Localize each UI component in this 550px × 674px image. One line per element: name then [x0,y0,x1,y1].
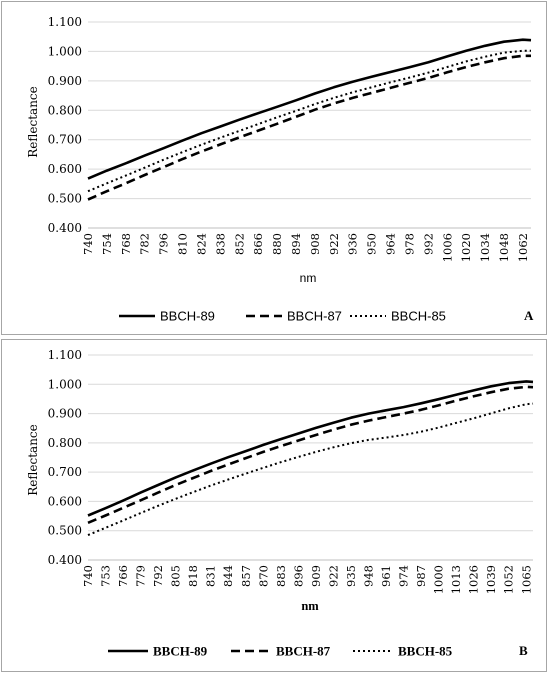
chart-a-x-tick-label: 838 [213,233,227,255]
chart-a-gridlines [88,21,531,229]
chart-a-x-tick-label: 880 [270,233,284,255]
chart-b-series-bbch-87 [87,385,534,524]
chart-a-y-tick-label: 0.400 [48,221,82,235]
chart-panel-b: 0.400 0.500 0.600 0.700 0.800 0.900 1.000 1.100… [1,339,547,672]
chart-b-y-tick-label: 0.500 [48,524,82,538]
chart-panel-a: 0.400 0.500 0.600 0.700 0.800 0.900 1.000 1.100… [1,1,547,335]
chart-b-x-tick-label: 1026 [467,565,481,594]
chart-a-x-tick-label: 978 [402,233,416,255]
chart-b-x-tick-label: 922 [326,565,340,587]
chart-b-gridlines [88,354,533,561]
chart-a-y-tick-label: 1.000 [48,44,82,58]
chart-b-x-tick-label: 935 [344,565,358,587]
chart-a-y-tick-label: 0.700 [48,133,82,147]
chart-a-x-tick-label: 852 [232,233,246,255]
chart-b-x-axis-title: nm [301,599,319,613]
chart-a-x-tick-label: 950 [365,233,379,255]
chart-a-y-tick-label: 0.800 [48,103,82,117]
chart-b-x-tick-label: 818 [186,565,200,587]
chart-a-x-tick-label: 740 [81,233,95,255]
chart-b-x-tick-label: 1052 [502,565,516,594]
chart-b-x-tick-label: 1000 [432,565,446,594]
chart-b-x-tick-label: 974 [397,565,411,587]
chart-b-x-tick-label: 883 [274,565,288,587]
chart-b-series-bbch-85 [87,402,534,537]
chart-b-x-tick-label: 909 [309,565,323,587]
chart-a-x-tick-label: 1062 [516,233,530,262]
chart-a-x-tick-label: 824 [194,233,208,255]
chart-a-x-tick-label: 810 [176,233,190,255]
chart-b-x-tick-label: 805 [169,565,183,587]
chart-b-x-tick-label: 831 [204,565,218,587]
chart-b-y-tick-label: 0.600 [48,494,82,508]
chart-b-x-tick-label: 857 [239,565,253,587]
chart-a-legend-label: BBCH-87 [287,309,342,324]
chart-b-panel-letter: B [519,643,528,658]
chart-a-x-tick-label: 1048 [497,233,511,262]
chart-a-x-tick-label: 908 [308,233,322,255]
chart-a-legend-label: BBCH-85 [391,309,446,324]
chart-a-x-tick-label: 992 [421,233,435,255]
chart-a-series-bbch-89 [87,38,532,180]
chart-b-y-tick-label: 1.100 [48,348,82,362]
chart-a-x-tick-label: 796 [157,233,171,255]
chart-b-x-tick-label: 844 [221,565,235,587]
chart-a-y-ticks: 0.400 0.500 0.600 0.700 0.800 0.900 1.000 1.100 [48,15,82,235]
chart-a-x-tick-label: 754 [100,233,114,255]
chart-a-x-tick-label: 866 [251,233,265,255]
chart-a-y-tick-label: 0.600 [48,162,82,176]
chart-a-x-tick-label: 894 [289,233,303,255]
chart-b-x-tick-label: 896 [291,565,305,587]
chart-b-series-bbch-89 [87,380,534,517]
chart-a-y-tick-label: 1.100 [48,15,82,29]
chart-b-y-tick-label: 1.000 [48,377,82,391]
chart-b-svg: 0.400 0.500 0.600 0.700 0.800 0.900 1.000 1.100… [26,348,534,659]
chart-a-x-axis-title: nm [300,271,317,285]
chart-b-legend-label: BBCH-85 [398,644,453,659]
chart-a-x-ticks: 740 754 768 782 796 810 824 838 852 866 880 894 908 9… [81,233,530,262]
chart-b-x-tick-label: 1039 [484,565,498,594]
chart-b-y-tick-label: 0.700 [48,465,82,479]
chart-b-legend-label: BBCH-89 [153,644,208,659]
chart-b-x-tick-label: 792 [151,565,165,587]
chart-b-x-tick-label: 1013 [449,565,463,594]
chart-a-legend: BBCH-89 BBCH-87 BBCH-85 [119,309,446,324]
chart-a-x-tick-label: 922 [327,233,341,255]
chart-b-x-ticks: 740 753 766 779 792 805 818 831 844 857 870 883 896 9… [81,565,533,594]
chart-a-series-bbch-87 [87,54,531,201]
chart-b-y-axis-title: Reflectance [26,424,40,496]
chart-a-y-tick-label: 0.500 [48,192,82,206]
chart-b-y-tick-label: 0.400 [48,553,82,567]
chart-b-x-tick-label: 1065 [519,565,533,594]
chart-b-x-tick-label: 753 [99,565,113,587]
chart-b-series-lines [87,380,534,537]
chart-b-y-tick-label: 0.800 [48,436,82,450]
chart-a-series-lines [87,38,532,201]
chart-a-x-tick-label: 964 [384,233,398,255]
chart-a-series-bbch-85 [87,49,531,193]
chart-b-legend-label: BBCH-87 [276,644,331,659]
chart-b-y-tick-label: 0.900 [48,407,82,421]
chart-b-x-tick-label: 870 [256,565,270,587]
chart-a-y-axis-title: Reflectance [26,86,40,158]
chart-a-x-tick-label: 1034 [478,233,492,262]
chart-a-y-tick-label: 0.900 [48,74,82,88]
chart-a-legend-label: BBCH-89 [160,309,215,324]
chart-a-x-tick-label: 936 [346,233,360,255]
chart-b-x-tick-label: 987 [414,565,428,587]
chart-b-x-tick-label: 948 [361,565,375,587]
chart-b-x-tick-label: 961 [379,565,393,587]
chart-b-y-ticks: 0.400 0.500 0.600 0.700 0.800 0.900 1.000 1.100 [48,348,82,567]
chart-a-x-tick-label: 782 [138,233,152,255]
chart-a-x-tick-label: 1006 [440,233,454,262]
chart-b-legend: BBCH-89 BBCH-87 BBCH-85 [108,644,453,659]
chart-b-x-tick-label: 766 [116,565,130,587]
chart-a-x-tick-label: 1020 [459,233,473,262]
chart-b-x-tick-label: 740 [81,565,95,587]
chart-b-x-tick-label: 779 [134,565,148,587]
chart-a-panel-letter: A [524,308,534,323]
chart-a-x-tick-label: 768 [119,233,133,255]
chart-a-svg: 0.400 0.500 0.600 0.700 0.800 0.900 1.000 1.100… [26,15,534,324]
